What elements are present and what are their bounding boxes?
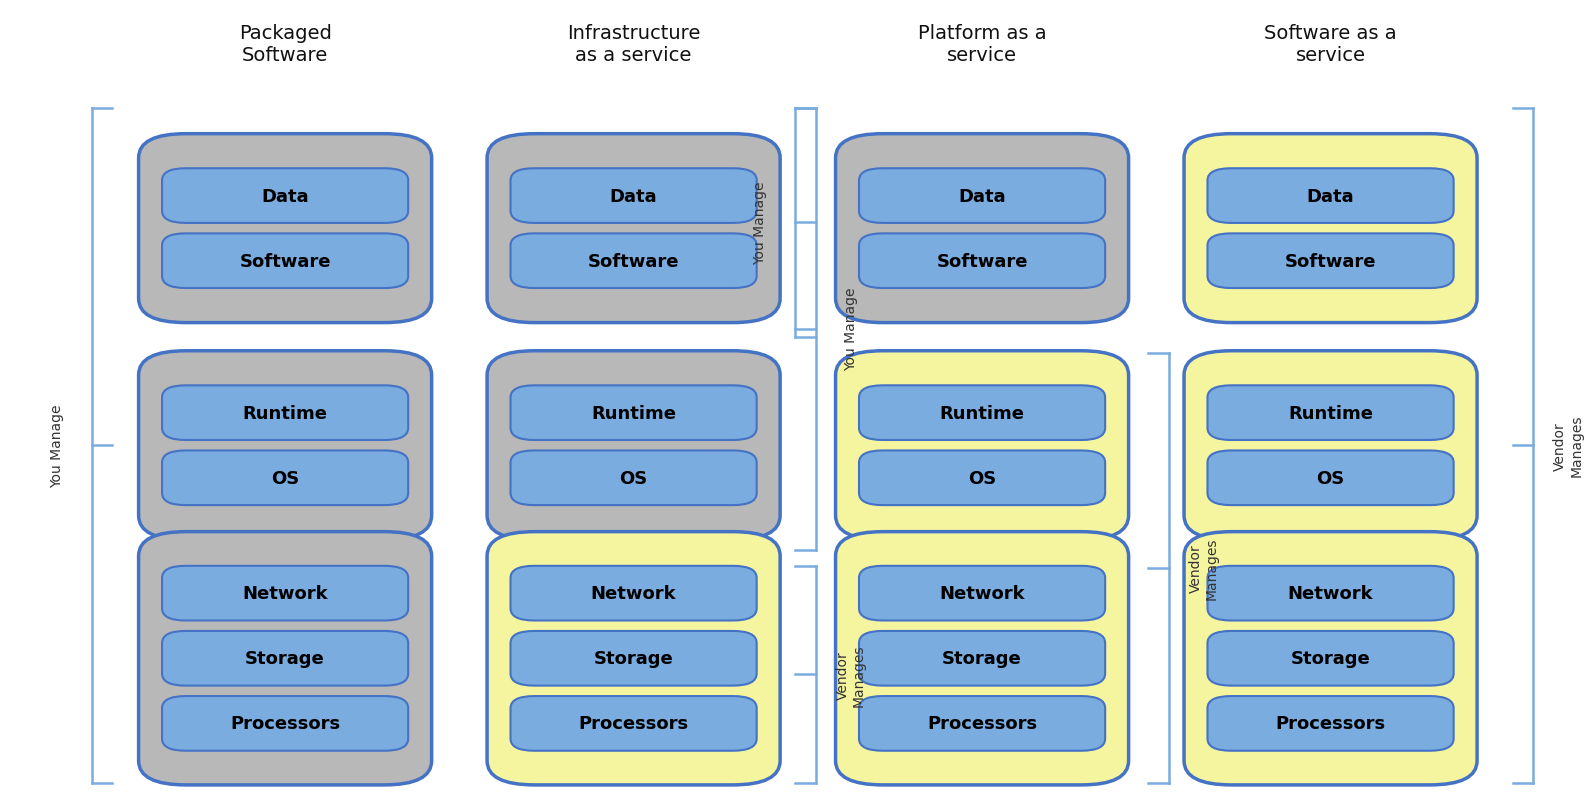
FancyBboxPatch shape xyxy=(162,386,409,441)
Text: You Manage: You Manage xyxy=(51,404,63,487)
FancyBboxPatch shape xyxy=(510,566,757,621)
FancyBboxPatch shape xyxy=(1185,532,1476,785)
Text: Software: Software xyxy=(936,252,1028,271)
FancyBboxPatch shape xyxy=(488,532,781,785)
FancyBboxPatch shape xyxy=(510,169,757,223)
Text: Runtime: Runtime xyxy=(242,404,328,422)
FancyBboxPatch shape xyxy=(162,169,409,223)
FancyBboxPatch shape xyxy=(488,352,781,540)
FancyBboxPatch shape xyxy=(510,696,757,751)
Text: Data: Data xyxy=(1307,187,1354,206)
Text: Data: Data xyxy=(261,187,309,206)
Text: OS: OS xyxy=(619,469,648,487)
Text: Vendor
Manages: Vendor Manages xyxy=(835,643,866,706)
FancyBboxPatch shape xyxy=(836,352,1128,540)
Text: Storage: Storage xyxy=(594,650,673,667)
FancyBboxPatch shape xyxy=(836,532,1128,785)
FancyBboxPatch shape xyxy=(162,234,409,288)
Text: Software as a
service: Software as a service xyxy=(1264,24,1397,64)
FancyBboxPatch shape xyxy=(1207,451,1454,506)
FancyBboxPatch shape xyxy=(1207,386,1454,441)
FancyBboxPatch shape xyxy=(162,631,409,686)
Text: Data: Data xyxy=(610,187,657,206)
FancyBboxPatch shape xyxy=(510,234,757,288)
Text: Processors: Processors xyxy=(578,715,689,732)
Text: You Manage: You Manage xyxy=(844,287,857,371)
FancyBboxPatch shape xyxy=(859,696,1106,751)
FancyBboxPatch shape xyxy=(1207,696,1454,751)
FancyBboxPatch shape xyxy=(510,386,757,441)
Text: Storage: Storage xyxy=(942,650,1022,667)
FancyBboxPatch shape xyxy=(162,566,409,621)
FancyBboxPatch shape xyxy=(1207,234,1454,288)
FancyBboxPatch shape xyxy=(139,134,431,323)
FancyBboxPatch shape xyxy=(859,234,1106,288)
Text: Software: Software xyxy=(239,252,331,271)
FancyBboxPatch shape xyxy=(1207,169,1454,223)
Text: Network: Network xyxy=(1288,585,1373,602)
FancyBboxPatch shape xyxy=(1185,352,1476,540)
Text: Storage: Storage xyxy=(246,650,325,667)
Text: Runtime: Runtime xyxy=(939,404,1025,422)
Text: You Manage: You Manage xyxy=(754,181,767,264)
Text: Runtime: Runtime xyxy=(1288,404,1373,422)
Text: Processors: Processors xyxy=(1275,715,1386,732)
Text: Packaged
Software: Packaged Software xyxy=(239,24,331,64)
Text: OS: OS xyxy=(271,469,299,487)
Text: OS: OS xyxy=(968,469,996,487)
Text: Software: Software xyxy=(1285,252,1376,271)
FancyBboxPatch shape xyxy=(139,532,431,785)
Text: Processors: Processors xyxy=(230,715,341,732)
Text: Data: Data xyxy=(958,187,1006,206)
Text: Software: Software xyxy=(588,252,680,271)
FancyBboxPatch shape xyxy=(859,169,1106,223)
Text: OS: OS xyxy=(1316,469,1345,487)
Text: Runtime: Runtime xyxy=(591,404,676,422)
FancyBboxPatch shape xyxy=(139,352,431,540)
FancyBboxPatch shape xyxy=(1207,566,1454,621)
Text: Network: Network xyxy=(591,585,676,602)
FancyBboxPatch shape xyxy=(859,386,1106,441)
FancyBboxPatch shape xyxy=(836,134,1128,323)
FancyBboxPatch shape xyxy=(510,451,757,506)
FancyBboxPatch shape xyxy=(510,631,757,686)
Text: Platform as a
service: Platform as a service xyxy=(917,24,1047,64)
Text: Storage: Storage xyxy=(1291,650,1370,667)
Text: Infrastructure
as a service: Infrastructure as a service xyxy=(567,24,700,64)
Text: Processors: Processors xyxy=(927,715,1038,732)
FancyBboxPatch shape xyxy=(488,134,781,323)
Text: Network: Network xyxy=(939,585,1025,602)
FancyBboxPatch shape xyxy=(162,696,409,751)
Text: Vendor
Manages: Vendor Manages xyxy=(1552,414,1584,477)
FancyBboxPatch shape xyxy=(162,451,409,506)
FancyBboxPatch shape xyxy=(859,566,1106,621)
FancyBboxPatch shape xyxy=(859,451,1106,506)
Text: Network: Network xyxy=(242,585,328,602)
FancyBboxPatch shape xyxy=(859,631,1106,686)
Text: Vendor
Manages: Vendor Manages xyxy=(1188,537,1220,599)
FancyBboxPatch shape xyxy=(1207,631,1454,686)
FancyBboxPatch shape xyxy=(1185,134,1476,323)
